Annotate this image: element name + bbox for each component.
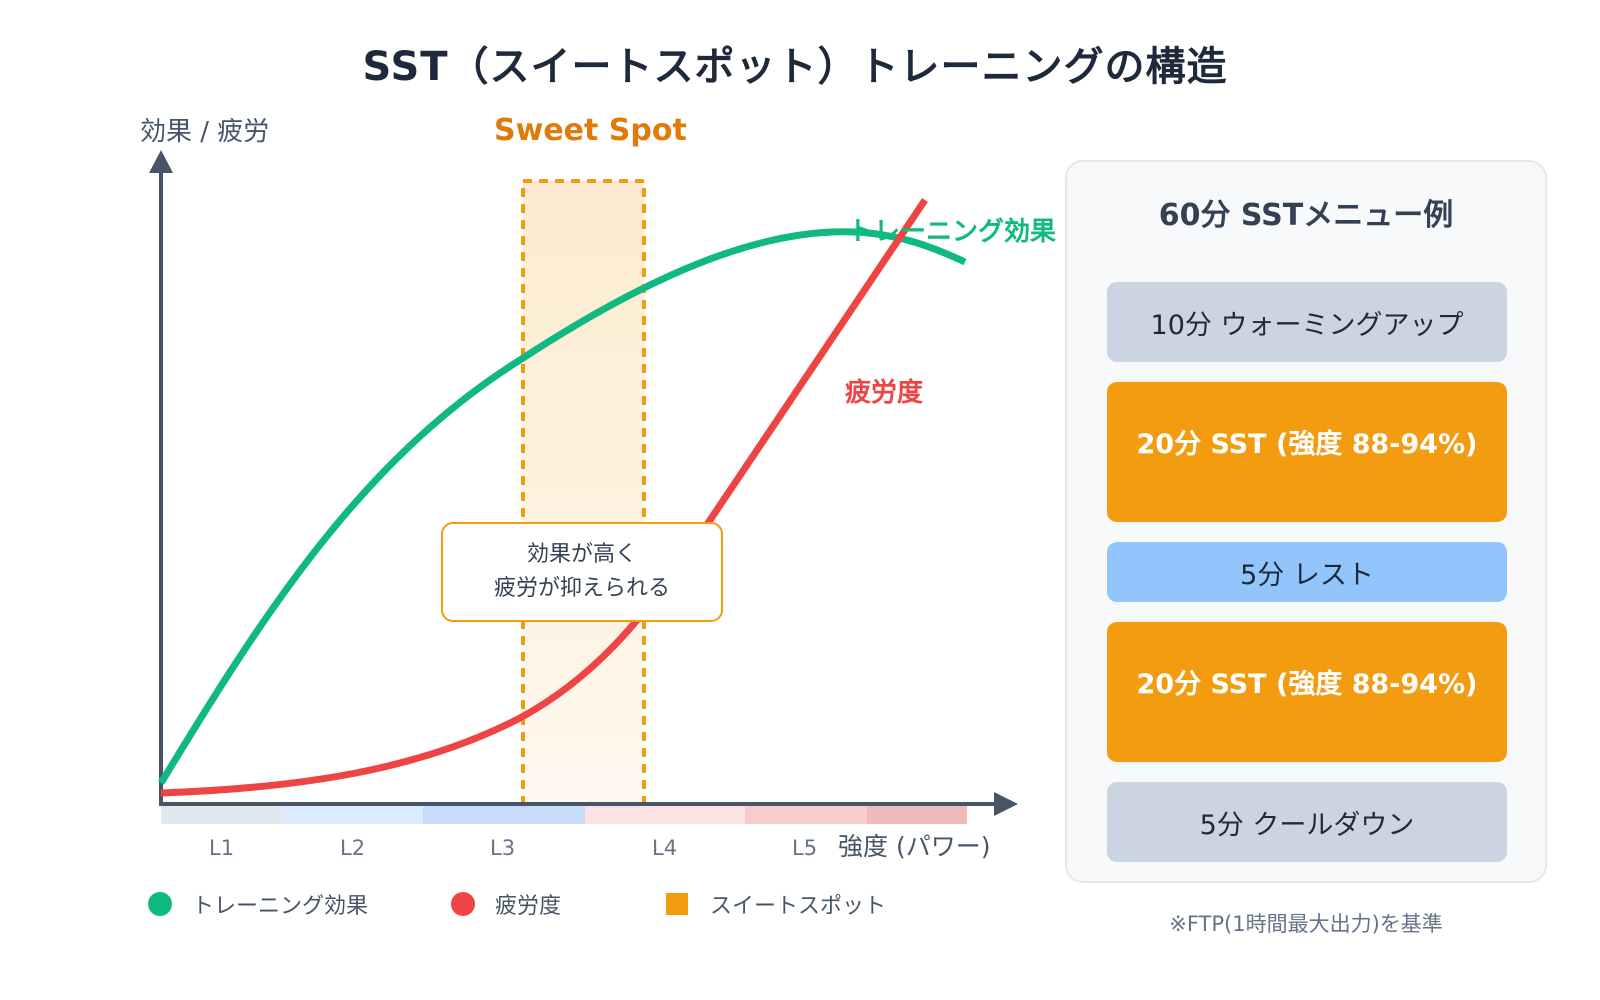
sweet-spot-region: [521, 179, 646, 806]
legend-label: スイートスポット: [710, 894, 887, 919]
menu-block-rest: 5分 レスト: [1107, 542, 1507, 602]
sweet-spot-label: Sweet Spot: [494, 113, 687, 148]
legend-item-effect: トレーニング効果: [148, 888, 368, 920]
tick-l5: L5: [792, 836, 817, 860]
green-dot-icon: [148, 892, 172, 916]
menu-block-sst-1: 20分 SST (強度 88-94%): [1107, 382, 1507, 522]
y-axis-arrow-icon: [149, 150, 173, 173]
x-axis-arrow-icon: [994, 792, 1018, 816]
sst-chart: 効果 / 疲労 Sweet Spot トレーニング効果 疲労度 L1 L2 L3…: [140, 113, 1056, 861]
tick-l3: L3: [490, 836, 515, 860]
fatigue-curve-label: 疲労度: [845, 377, 923, 408]
legend-label: 疲労度: [495, 894, 562, 919]
callout-line-1: 効果が高く: [526, 542, 637, 567]
tick-l1: L1: [209, 836, 234, 860]
y-axis-label: 効果 / 疲労: [140, 117, 269, 147]
menu-block-sst-2: 20分 SST (強度 88-94%): [1107, 622, 1507, 762]
sweet-spot-callout: 効果が高く 疲労が抑えられる: [441, 522, 723, 622]
menu-block-warmup: 10分 ウォーミングアップ: [1107, 282, 1507, 362]
menu-title: 60分 SSTメニュー例: [1158, 198, 1454, 233]
x-axis-label: 強度 (パワー): [838, 832, 990, 861]
red-dot-icon: [451, 892, 475, 916]
effect-curve: [158, 228, 967, 785]
footnote: ※FTP(1時間最大出力)を基準: [1169, 912, 1443, 936]
tick-l2: L2: [340, 836, 365, 860]
tick-l4: L4: [652, 836, 677, 860]
callout-line-2: 疲労が抑えられる: [493, 576, 670, 601]
menu-panel: 60分 SSTメニュー例 10分 ウォーミングアップ 20分 SST (強度 8…: [1065, 160, 1547, 883]
intensity-zones: [161, 806, 967, 824]
legend-label: トレーニング効果: [192, 894, 369, 919]
axes: [149, 150, 1018, 816]
page-title: SST（スイートスポット）トレーニングの構造: [362, 44, 1228, 90]
menu-block-cooldown: 5分 クールダウン: [1107, 782, 1507, 862]
legend-item-fatigue: 疲労度: [451, 888, 561, 920]
orange-square-icon: [666, 893, 688, 915]
legend-item-sweet-spot: スイートスポット: [666, 888, 886, 920]
effect-curve-label: トレーニング効果: [848, 216, 1056, 247]
